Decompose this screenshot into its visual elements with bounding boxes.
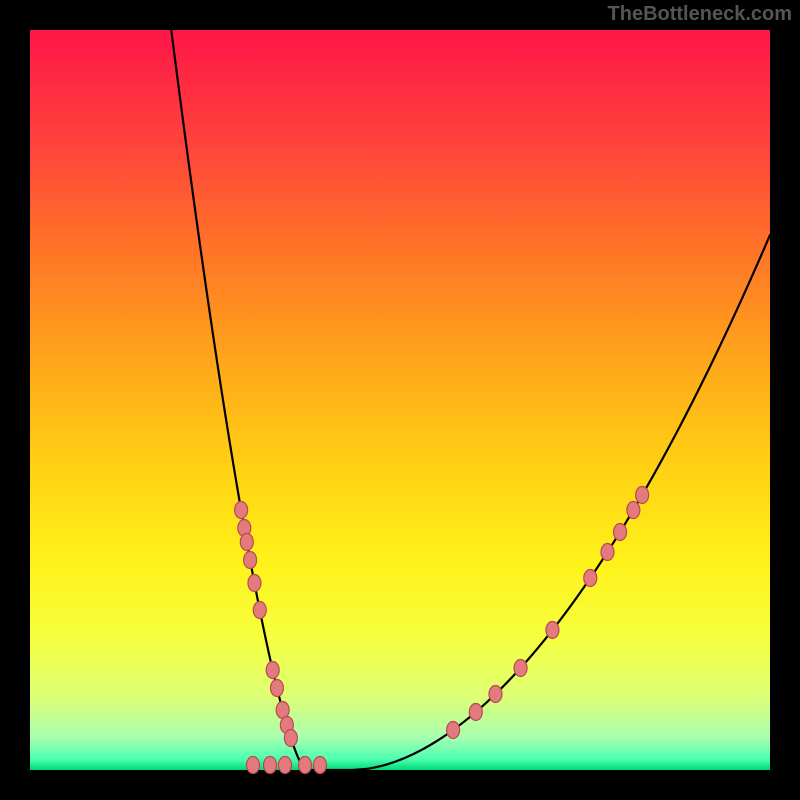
bottleneck-chart (0, 0, 800, 800)
chart-container: TheBottleneck.com (0, 0, 800, 800)
watermark-text: TheBottleneck.com (608, 3, 792, 26)
